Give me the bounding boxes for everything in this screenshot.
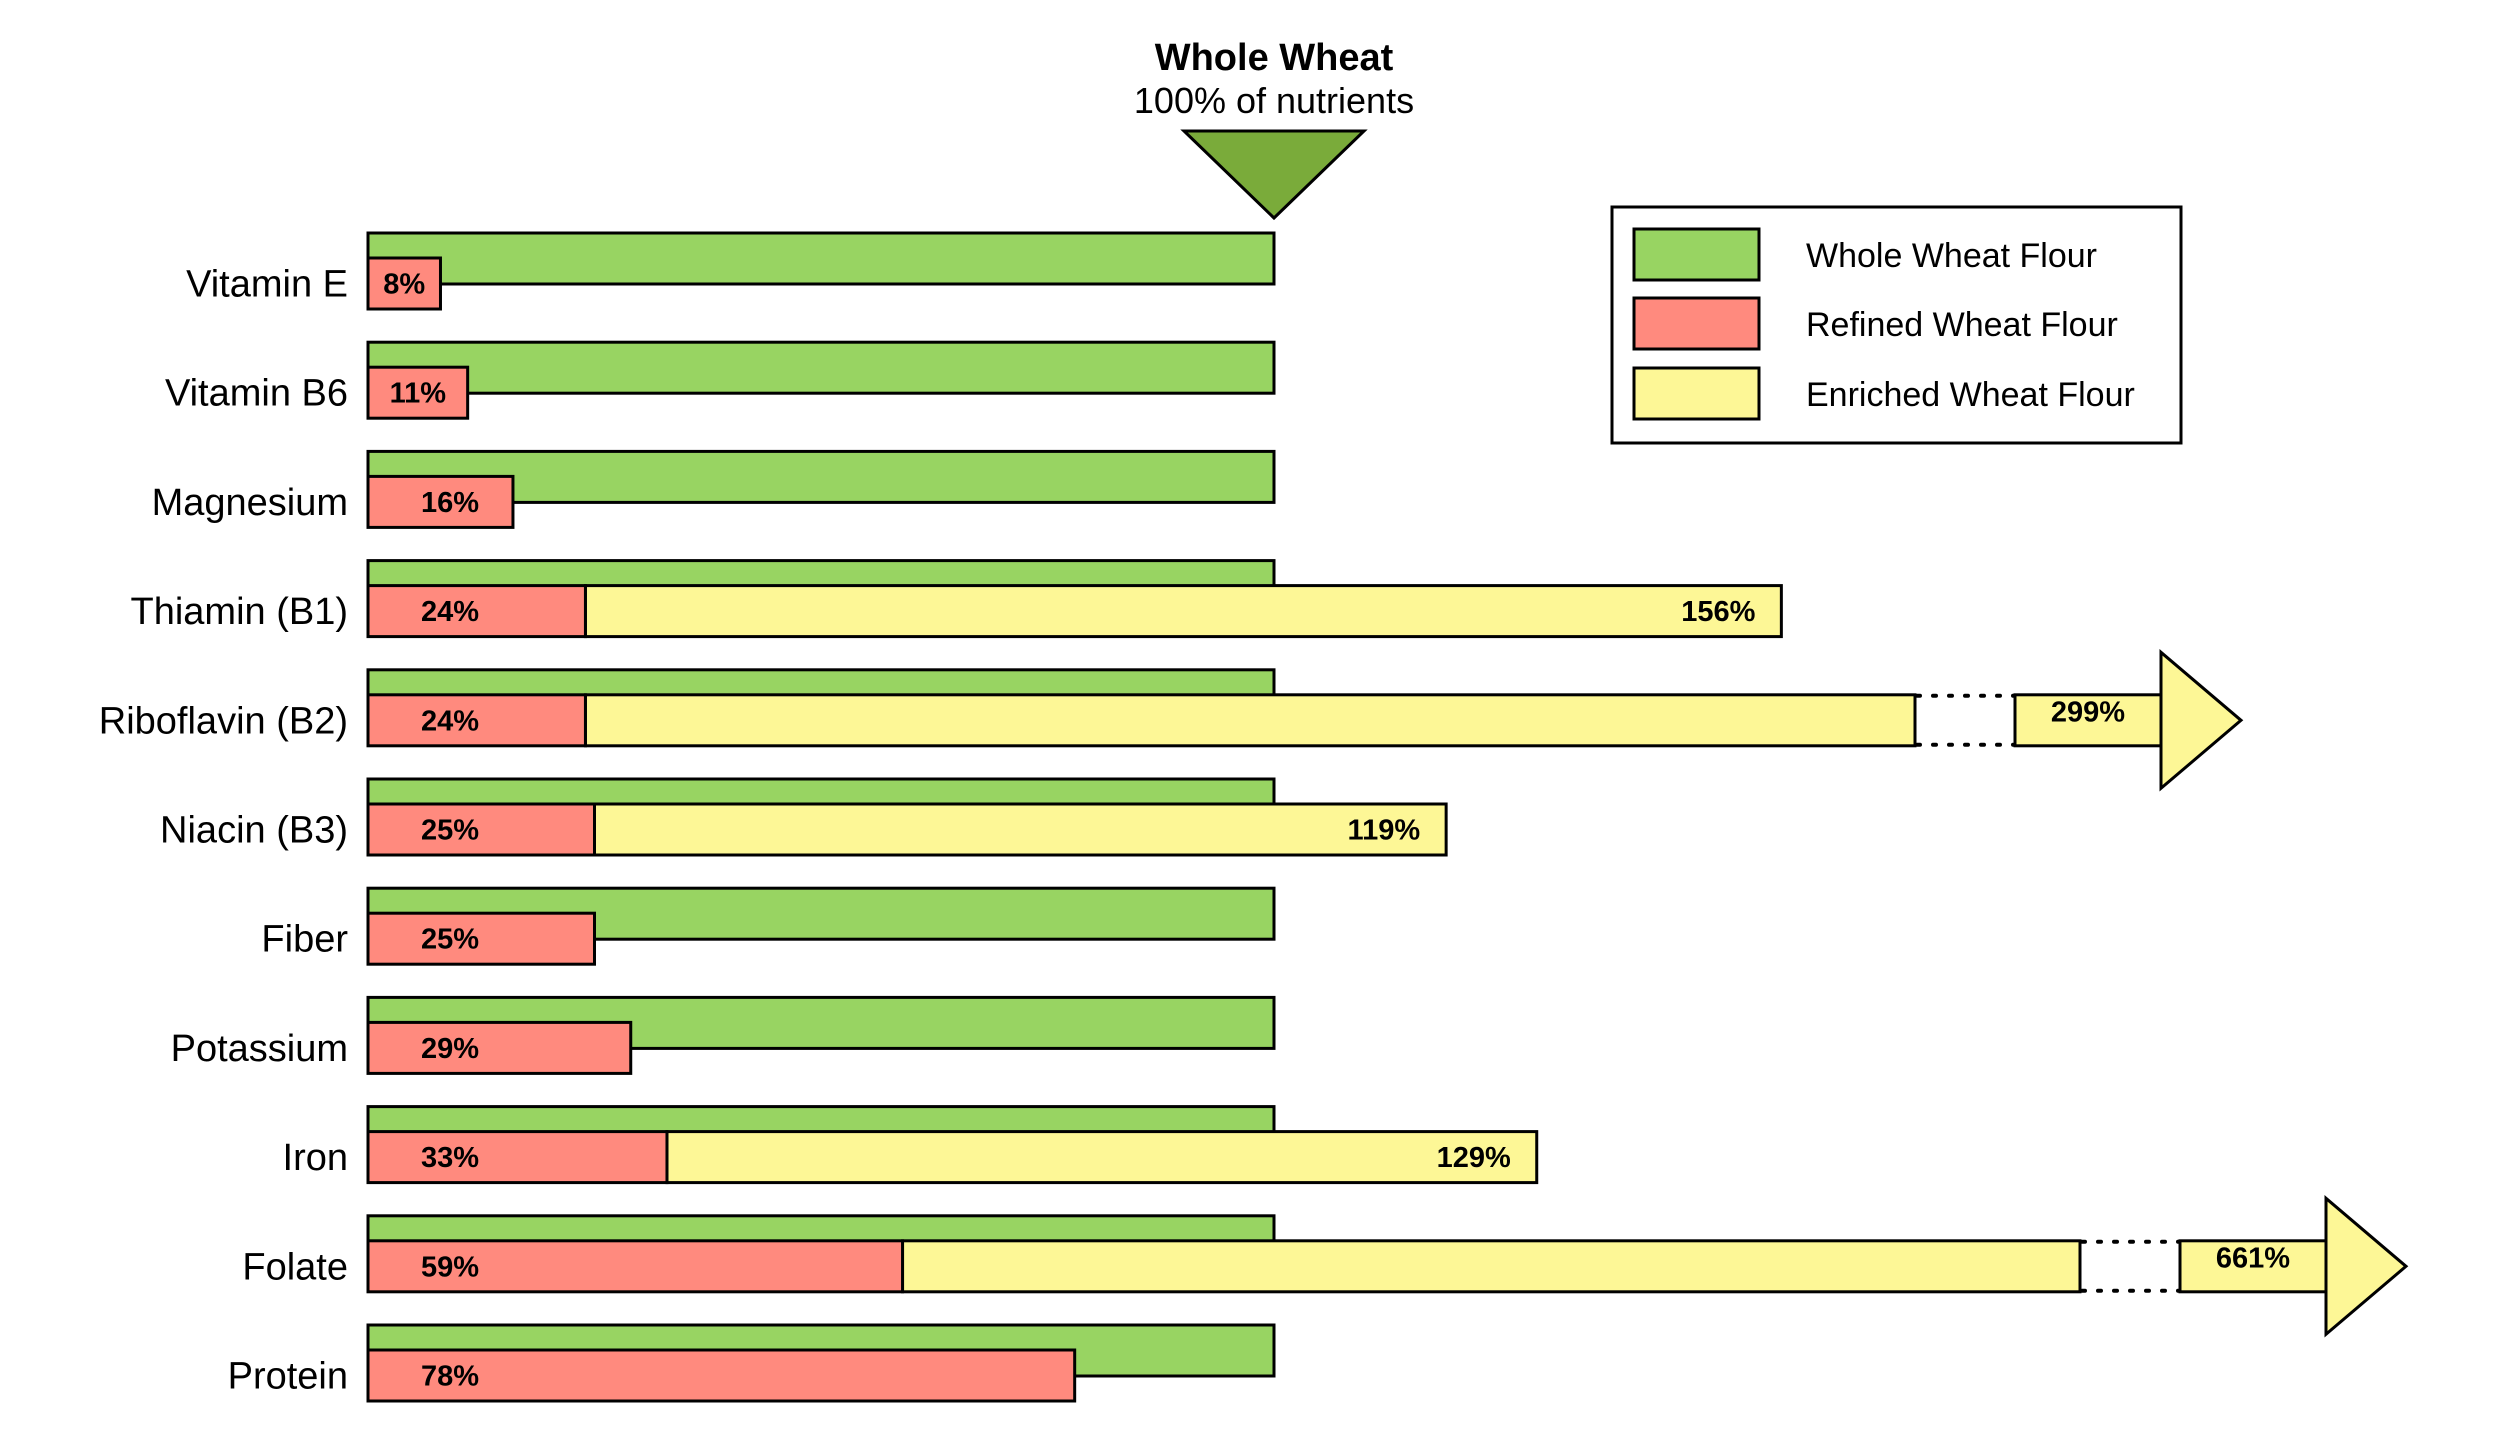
refined-value-label: 8%	[383, 269, 425, 301]
chart-header: Whole Wheat 100% of nutrients	[1134, 37, 1414, 221]
refined-value-label: 11%	[390, 378, 447, 410]
category-label: Vitamin B6	[165, 373, 348, 415]
refined-wheat-bar	[366, 1130, 669, 1185]
enriched-value-label: 661%	[2216, 1242, 2290, 1274]
enriched-wheat-bar	[593, 802, 1448, 857]
refined-wheat-bar	[366, 911, 596, 966]
enriched-value-label: 129%	[1437, 1142, 1511, 1174]
legend-label: Enriched Wheat Flour	[1806, 376, 2135, 414]
refined-value-label: 78%	[421, 1361, 479, 1393]
refined-wheat-bar	[366, 1020, 633, 1075]
refined-wheat-bar	[366, 693, 587, 748]
refined-value-label: 16%	[421, 487, 479, 519]
enriched-value-label: 299%	[2051, 696, 2125, 728]
category-label: Thiamin (B1)	[131, 591, 349, 633]
refined-value-label: 25%	[421, 924, 479, 956]
header-subtitle: 100% of nutrients	[1134, 80, 1414, 121]
whole-wheat-bar	[366, 449, 1276, 504]
reference-marker-triangle	[1180, 129, 1368, 221]
refined-value-label: 24%	[421, 596, 479, 628]
legend-swatch	[1632, 296, 1761, 351]
category-label: Protein	[228, 1356, 348, 1398]
category-label: Riboflavin (B2)	[99, 700, 348, 742]
refined-wheat-bar	[366, 365, 470, 420]
category-label: Iron	[283, 1137, 348, 1179]
enriched-value-label: 156%	[1681, 596, 1755, 628]
overflow-arrow-icon	[2324, 1195, 2409, 1338]
refined-value-label: 33%	[421, 1142, 479, 1174]
refined-wheat-bar	[366, 474, 515, 529]
whole-wheat-bar	[366, 340, 1276, 395]
category-label: Vitamin E	[186, 264, 348, 306]
overflow-arrow-icon	[2159, 649, 2244, 792]
enriched-wheat-bar	[583, 693, 1917, 748]
legend: Whole Wheat Flour Refined Wheat Flour Enri…	[1610, 205, 2183, 445]
enriched-wheat-bar	[901, 1239, 2082, 1294]
category-label: Niacin (B3)	[160, 810, 348, 852]
refined-value-label: 25%	[421, 815, 479, 847]
legend-swatch	[1632, 227, 1761, 282]
enriched-value-label: 119%	[1348, 815, 1421, 847]
refined-wheat-bar	[366, 802, 596, 857]
enriched-wheat-bar-continued	[2013, 693, 2163, 748]
refined-wheat-bar	[366, 256, 442, 311]
refined-wheat-bar	[366, 1239, 905, 1294]
refined-wheat-bar	[366, 1348, 1077, 1403]
bars-layer: Vitamin E 8% Vitamin B6 11% Magnesium 16% Thia…	[99, 231, 2409, 1403]
refined-value-label: 29%	[421, 1033, 479, 1065]
category-label: Folate	[242, 1246, 348, 1288]
whole-wheat-bar	[366, 231, 1276, 286]
refined-wheat-bar	[366, 584, 587, 639]
legend-label: Refined Wheat Flour	[1806, 306, 2118, 344]
category-label: Fiber	[261, 919, 348, 961]
header-title: Whole Wheat	[1155, 37, 1394, 79]
refined-value-label: 59%	[421, 1251, 479, 1283]
legend-label: Whole Wheat Flour	[1806, 237, 2097, 275]
enriched-wheat-bar	[583, 584, 1783, 639]
legend-swatch	[1632, 366, 1761, 421]
category-label: Potassium	[171, 1028, 348, 1070]
category-label: Magnesium	[152, 482, 348, 524]
enriched-wheat-bar-continued	[2178, 1239, 2328, 1294]
enriched-wheat-bar	[665, 1130, 1539, 1185]
refined-value-label: 24%	[421, 705, 479, 737]
